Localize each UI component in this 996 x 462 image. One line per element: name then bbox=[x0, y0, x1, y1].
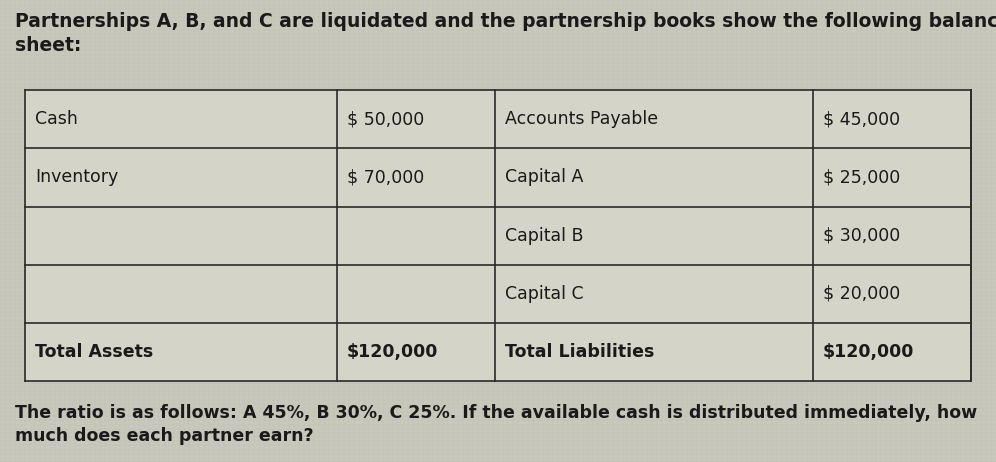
Text: Accounts Payable: Accounts Payable bbox=[505, 110, 658, 128]
Text: $ 50,000: $ 50,000 bbox=[347, 110, 424, 128]
Text: Total Assets: Total Assets bbox=[35, 343, 153, 361]
Text: $ 25,000: $ 25,000 bbox=[823, 169, 899, 186]
Text: Total Liabilities: Total Liabilities bbox=[505, 343, 654, 361]
Text: Inventory: Inventory bbox=[35, 169, 119, 186]
Text: Partnerships A, B, and C are liquidated and the partnership books show the follo: Partnerships A, B, and C are liquidated … bbox=[15, 12, 996, 55]
Text: $ 20,000: $ 20,000 bbox=[823, 285, 899, 303]
Text: $120,000: $120,000 bbox=[823, 343, 914, 361]
Text: $ 30,000: $ 30,000 bbox=[823, 227, 899, 244]
Text: The ratio is as follows: A 45%, B 30%, C 25%. If the available cash is distribut: The ratio is as follows: A 45%, B 30%, C… bbox=[15, 404, 977, 445]
Text: Capital C: Capital C bbox=[505, 285, 584, 303]
Text: $120,000: $120,000 bbox=[347, 343, 438, 361]
Text: $ 45,000: $ 45,000 bbox=[823, 110, 899, 128]
Text: Cash: Cash bbox=[35, 110, 78, 128]
Text: Capital B: Capital B bbox=[505, 227, 584, 244]
Text: $ 70,000: $ 70,000 bbox=[347, 169, 424, 186]
Text: Capital A: Capital A bbox=[505, 169, 584, 186]
